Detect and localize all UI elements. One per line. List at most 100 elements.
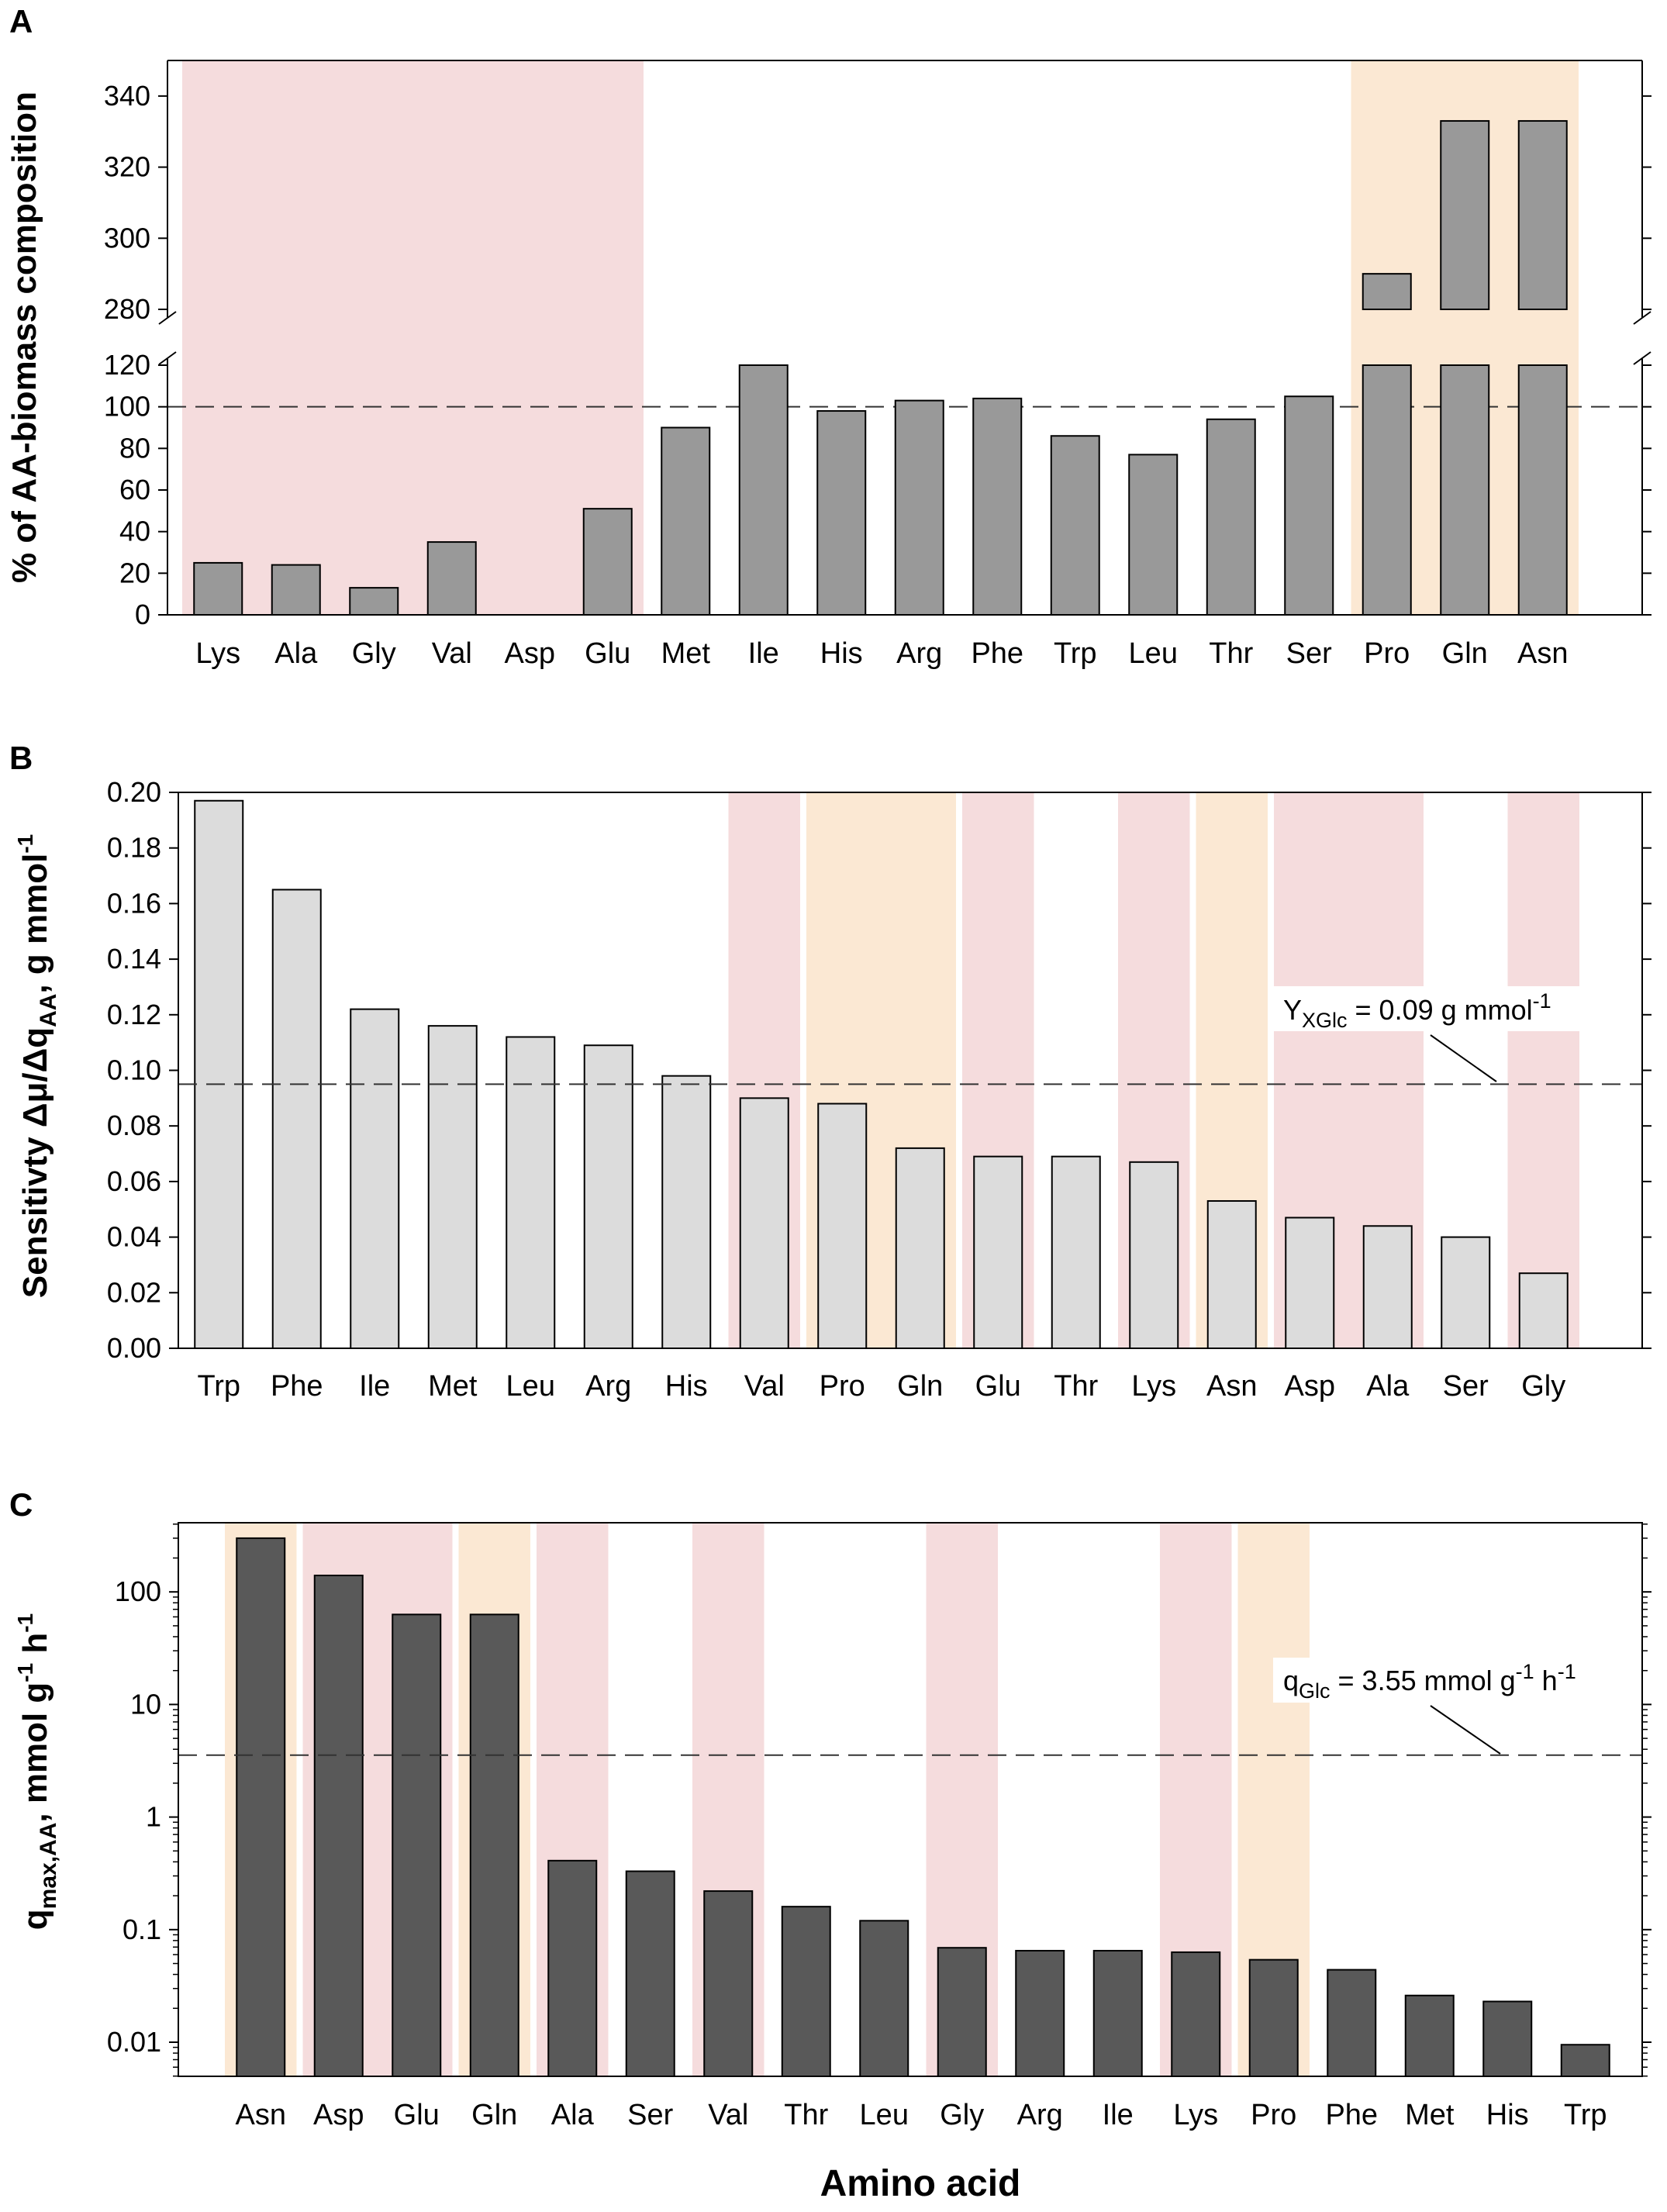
bar-trp	[1050, 435, 1100, 616]
panel-b-ylabel-tail: , g mmol	[16, 854, 54, 994]
bar-pro	[817, 1103, 868, 1350]
bar-gln	[469, 1613, 519, 2077]
bar-ser	[1441, 1236, 1491, 1349]
panel-c-tick-label-ile: Ile	[1103, 2099, 1134, 2131]
panel-b-annotation-sup: -1	[1533, 989, 1551, 1013]
bar-thr	[1051, 1155, 1101, 1350]
panel-c-ytick-label-1: 0.1	[123, 1914, 161, 1945]
panel-b-tick-label-pro: Pro	[820, 1370, 865, 1403]
bar-lys	[193, 561, 243, 616]
panel-b-tick-label-val: Val	[744, 1370, 785, 1403]
panel-b-ytick-label-1: 0.02	[107, 1276, 161, 1308]
panel-label-a: A	[9, 3, 33, 40]
panel-a-tick-label-pro: Pro	[1364, 637, 1410, 670]
panel-a-tick-label-thr: Thr	[1209, 637, 1253, 670]
panel-a-tick-label-arg: Arg	[896, 637, 942, 670]
panel-a-axis-break-left-lower	[158, 351, 177, 365]
bar-ile	[350, 1008, 400, 1349]
panel-a-up-ytick-label-3: 340	[104, 80, 150, 112]
bar-phe	[1327, 1969, 1377, 2077]
bar-pro	[1248, 1958, 1299, 2078]
bar-lys	[1129, 1161, 1179, 1350]
panel-a-frame	[158, 60, 1651, 616]
panel-b-annotation-main: Y	[1283, 994, 1302, 1026]
panel-b-tick-label-thr: Thr	[1054, 1370, 1098, 1403]
panel-c-ylabel-sup1: -1	[13, 1663, 37, 1682]
panel-b-ytick-label-6: 0.12	[107, 999, 161, 1030]
panel-c-ylabel-sup2: -1	[13, 1613, 37, 1633]
bar-val	[426, 541, 477, 616]
panel-a-tick-label-leu: Leu	[1129, 637, 1178, 670]
panel-a-tick-label-met: Met	[661, 637, 711, 670]
bar-asn	[1206, 1199, 1257, 1349]
panel-a-axis-break-left-upper	[158, 311, 177, 325]
bar-phe	[972, 397, 1023, 616]
panel-b-tick-label-met: Met	[428, 1370, 478, 1403]
bar-phe	[271, 889, 322, 1349]
panel-b-ytick-label-7: 0.14	[107, 943, 161, 975]
bar-lys	[1171, 1951, 1221, 2078]
panel-a-tick-label-his: His	[820, 637, 863, 670]
panel-b-bars	[194, 799, 1569, 1350]
bar-leu	[859, 1920, 909, 2078]
bar-met	[427, 1025, 478, 1349]
panel-a-tick-label-asn: Asn	[1517, 637, 1568, 670]
panel-c-tick-label-his: His	[1486, 2099, 1529, 2131]
panel-b-annotation-sub: XGlc	[1302, 1009, 1348, 1032]
panel-c-tick-label-thr: Thr	[784, 2099, 828, 2131]
panel-a-y-ticks: 0 20 40 60 80 100 120 280 300 320 340	[104, 80, 1651, 630]
panel-b-reference-line-group: YXGlc = 0.09 g mmol-1	[178, 986, 1642, 1085]
bar-his	[816, 410, 867, 616]
panel-a-up-ytick-label-1: 300	[104, 222, 150, 254]
bar-met	[661, 426, 711, 616]
panel-a-tick-label-lys: Lys	[195, 637, 240, 670]
panel-b-tick-label-asp: Asp	[1285, 1370, 1335, 1403]
panel-b-y-ticks: 0.00 0.02 0.04 0.06 0.08 0.10 0.12 0.14 0.16 0.18…	[107, 776, 1651, 1364]
panel-c-frame	[178, 1522, 1643, 2077]
panel-c-reference-line-group: qGlc = 3.55 mmol g-1 h-1	[178, 1658, 1642, 1756]
bar-asp	[1285, 1216, 1335, 1349]
bar-arg	[583, 1044, 633, 1349]
bar-gly	[349, 587, 399, 616]
panel-a-low-ytick-label-0: 0	[135, 599, 150, 630]
panel-a-low-ytick-label-1: 20	[119, 557, 150, 588]
panel-c-tick-label-glu: Glu	[394, 2099, 440, 2131]
panel-a-tick-label-trp: Trp	[1054, 637, 1097, 670]
panel-label-c: C	[9, 1486, 33, 1523]
panel-a-low-ytick-label-4: 80	[119, 432, 150, 464]
panel-a-x-categories: Lys Ala Gly Val Asp Glu Met Ile His Arg Phe Trp Leu T…	[195, 637, 1568, 670]
bar-leu	[1128, 454, 1179, 616]
panel-a-tick-label-ser: Ser	[1286, 637, 1332, 670]
panel-a-y-axis-label: % of AA-biomass composition	[5, 91, 43, 583]
bar-thr	[781, 1906, 831, 2078]
panel-a-tick-label-ala: Ala	[274, 637, 318, 670]
panel-a-low-ytick-label-5: 100	[104, 391, 150, 423]
bar-pro-lower	[1362, 364, 1412, 616]
figure-x-axis-label: Amino acid	[820, 2163, 1021, 2204]
panel-c-plot-frame	[178, 1522, 1643, 2077]
panel-a-tick-label-gln: Gln	[1442, 637, 1488, 670]
bar-arg	[894, 399, 944, 616]
panel-c-annotation-sup1: -1	[1516, 1660, 1534, 1683]
bar-gln	[895, 1147, 945, 1349]
panel-a-up-ytick-label-0: 280	[104, 293, 150, 325]
bar-met	[1404, 1994, 1455, 2077]
panel-a-low-ytick-label-3: 60	[119, 474, 150, 506]
panel-b-ytick-label-2: 0.04	[107, 1221, 161, 1253]
panel-c-ylabel-sub: max,AA	[36, 1823, 61, 1910]
panel-c-tick-label-phe: Phe	[1325, 2099, 1378, 2131]
panel-c-tick-label-asn: Asn	[236, 2099, 286, 2131]
panel-c-annotation-main: q	[1283, 1665, 1299, 1696]
panel-c-y-ticks: 0.01 0.1 1 10 100	[107, 1524, 1651, 2077]
bar-his	[661, 1075, 712, 1350]
panel-a-tick-label-val: Val	[432, 637, 472, 670]
panel-b-ytick-label-3: 0.06	[107, 1165, 161, 1197]
panel-b-ytick-label-8: 0.16	[107, 887, 161, 919]
panel-c-tick-label-lys: Lys	[1173, 2099, 1218, 2131]
panel-b-tick-label-gly: Gly	[1521, 1370, 1565, 1403]
bar-glu	[582, 508, 633, 616]
panel-b-x-categories: Trp Phe Ile Met Leu Arg His Val Pro Gln Glu Thr Lys A…	[197, 1370, 1565, 1403]
panel-b-annotation-leader	[1430, 1034, 1497, 1082]
panel-b-tick-label-lys: Lys	[1131, 1370, 1176, 1403]
